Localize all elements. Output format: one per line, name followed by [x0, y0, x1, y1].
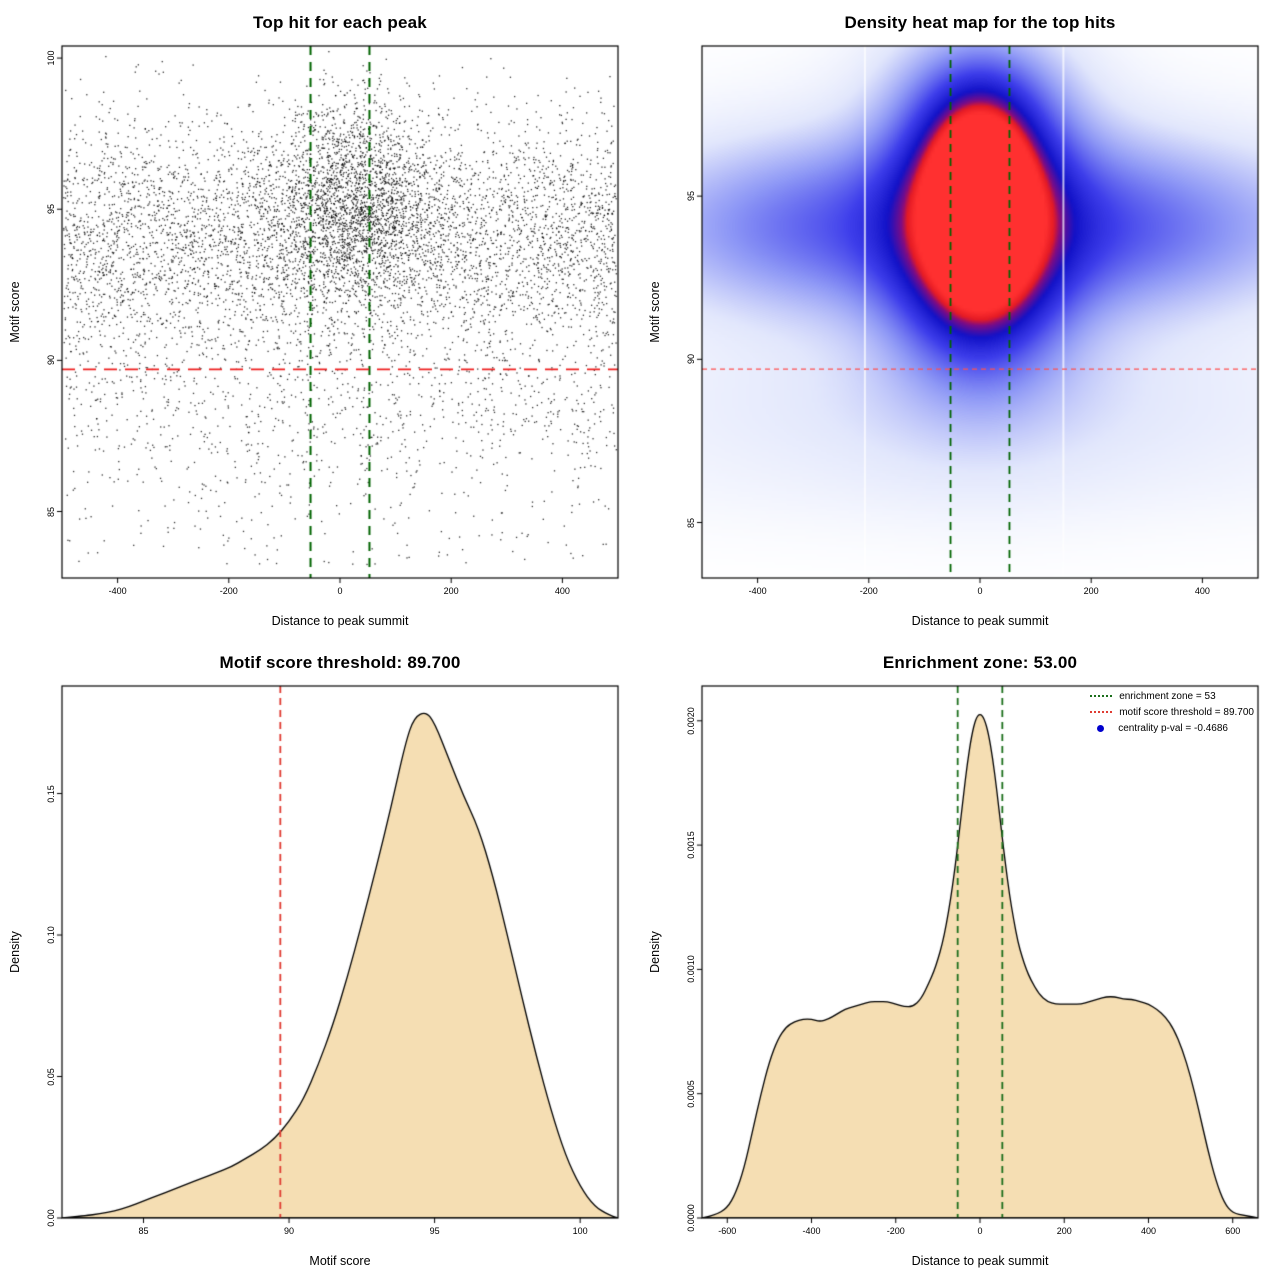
- x-tick-label: -600: [718, 1226, 737, 1236]
- y-tick-label: 100: [46, 50, 56, 66]
- y-tick-label: 0.0005: [686, 1079, 696, 1108]
- x-tick-label: 200: [1083, 586, 1099, 596]
- legend-entry: enrichment zone = 53: [1090, 688, 1254, 704]
- distance-density-canvas: [640, 640, 1280, 1280]
- y-axis-label: Density: [8, 931, 22, 973]
- panel-title: Density heat map for the top hits: [844, 13, 1116, 32]
- panel-title: Enrichment zone: 53.00: [882, 653, 1078, 672]
- legend-point-swatch: [1097, 724, 1105, 732]
- x-tick-label: 85: [138, 1226, 149, 1236]
- x-axis-label: Distance to peak summit: [911, 1254, 1049, 1268]
- x-axis-label: Motif score: [309, 1254, 371, 1268]
- legend-label: centrality p-val = -0.4686: [1118, 722, 1228, 734]
- x-tick-label: 400: [1194, 586, 1210, 596]
- x-tick-label: 0: [337, 586, 343, 596]
- y-tick-label: 0.15: [46, 784, 56, 803]
- y-tick-label: 0.00: [46, 1209, 56, 1227]
- y-axis-label: Motif score: [8, 281, 22, 343]
- x-tick-label: 200: [1056, 1226, 1072, 1236]
- heatmap-canvas: [640, 0, 1280, 640]
- y-tick-label: 0.0000: [686, 1204, 696, 1232]
- y-tick-label: 85: [686, 517, 696, 528]
- panel-motif-score-density: Motif score threshold: 89.700 Motif scor…: [0, 640, 640, 1280]
- legend-label: enrichment zone = 53: [1119, 690, 1216, 702]
- y-tick-label: 0.0010: [686, 955, 696, 984]
- panel-enrichment-zone-density: Enrichment zone: 53.00 Distance to peak …: [640, 640, 1280, 1280]
- y-tick-label: 0.10: [46, 926, 56, 944]
- y-tick-label: 0.0020: [686, 707, 696, 735]
- x-tick-label: 100: [572, 1226, 588, 1236]
- panel-title: Top hit for each peak: [253, 13, 427, 32]
- legend: enrichment zone = 53 motif score threshol…: [1090, 688, 1254, 736]
- panel-density-heatmap: Density heat map for the top hits Distan…: [640, 0, 1280, 640]
- y-tick-label: 0.05: [46, 1067, 56, 1086]
- x-tick-label: 95: [429, 1226, 440, 1236]
- x-tick-label: 0: [977, 1226, 983, 1236]
- legend-line-swatch: [1090, 695, 1113, 697]
- y-tick-label: 0.0015: [686, 831, 696, 859]
- legend-label: motif score threshold = 89.700: [1119, 706, 1254, 718]
- x-tick-label: 600: [1225, 1226, 1241, 1236]
- x-tick-label: 0: [977, 586, 983, 596]
- x-tick-label: -200: [219, 586, 238, 596]
- x-tick-label: 400: [1140, 1226, 1156, 1236]
- x-tick-label: -400: [108, 586, 127, 596]
- legend-entry: motif score threshold = 89.700: [1090, 704, 1254, 720]
- y-tick-label: 95: [46, 204, 56, 215]
- x-tick-label: -200: [886, 1226, 905, 1236]
- x-tick-label: 200: [443, 586, 459, 596]
- y-tick-label: 90: [686, 354, 696, 365]
- x-tick-label: -400: [802, 1226, 821, 1236]
- x-tick-label: 90: [284, 1226, 295, 1236]
- y-tick-label: 90: [46, 355, 56, 366]
- panel-scatter-top-hits: Top hit for each peak Distance to peak s…: [0, 0, 640, 640]
- y-axis-label: Density: [648, 931, 662, 973]
- x-axis-label: Distance to peak summit: [911, 614, 1049, 628]
- x-tick-label: -400: [748, 586, 767, 596]
- y-tick-label: 85: [46, 506, 56, 517]
- x-tick-label: 400: [554, 586, 570, 596]
- x-tick-label: -200: [859, 586, 878, 596]
- y-tick-label: 95: [686, 191, 696, 202]
- score-density-canvas: [0, 640, 640, 1280]
- scatter-plot-canvas: [0, 0, 640, 640]
- legend-line-swatch: [1090, 711, 1113, 713]
- y-axis-label: Motif score: [648, 281, 662, 343]
- legend-entry: centrality p-val = -0.4686: [1090, 720, 1254, 736]
- panel-title: Motif score threshold: 89.700: [219, 653, 461, 672]
- x-axis-label: Distance to peak summit: [271, 614, 409, 628]
